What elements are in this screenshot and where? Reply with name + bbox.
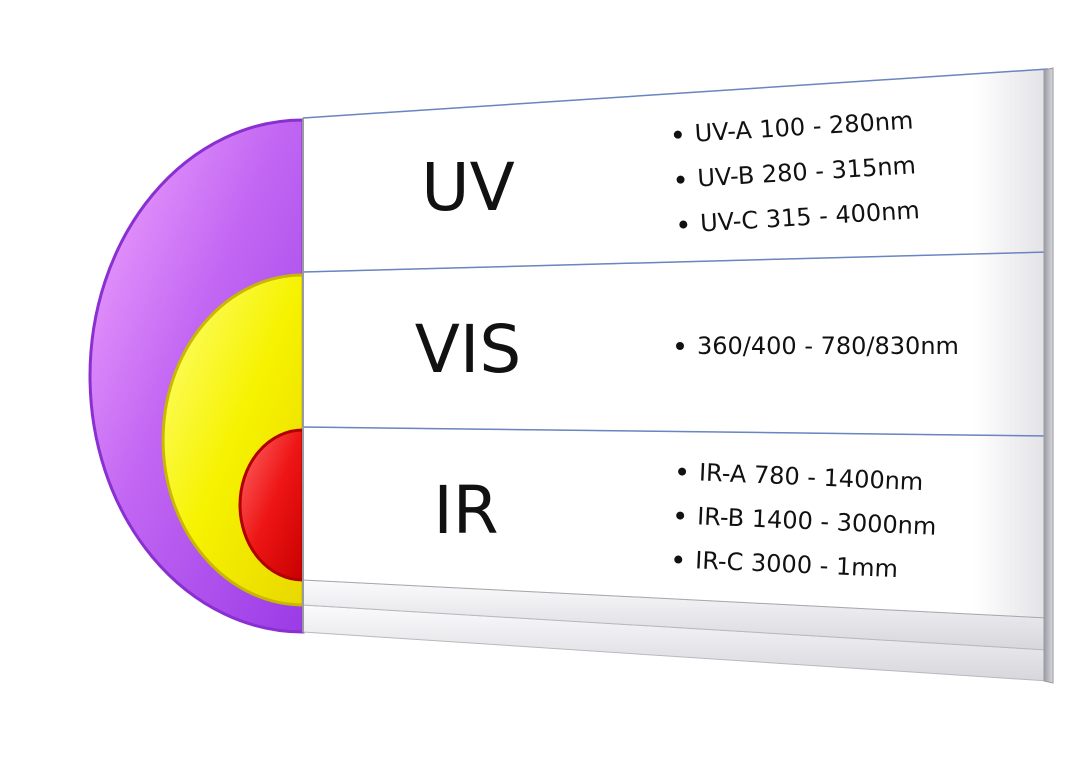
divider-vis-ir [302,426,1049,437]
panels [302,67,1054,684]
ir-label: IR [433,472,498,549]
vis-item-1: 360/400 - 780/830nm [697,332,959,360]
bullet-icon [679,220,688,229]
bullet-icon [674,555,683,564]
semicircles [88,118,305,634]
bullet-icon [676,511,685,520]
divider-uv-vis [302,251,1049,273]
divider-top [302,68,1049,119]
bullet-icon [676,175,685,184]
bullet-icon [673,130,682,139]
bullet-icon [676,342,684,350]
panel-right-edge [1043,67,1054,684]
uv-label: UV [421,149,514,226]
vis-band: VIS 360/400 - 780/830nm [415,311,959,388]
bullet-icon [678,467,687,476]
uv-panel [302,68,1049,273]
ir-semicircle [238,428,305,582]
vis-label: VIS [415,311,522,388]
